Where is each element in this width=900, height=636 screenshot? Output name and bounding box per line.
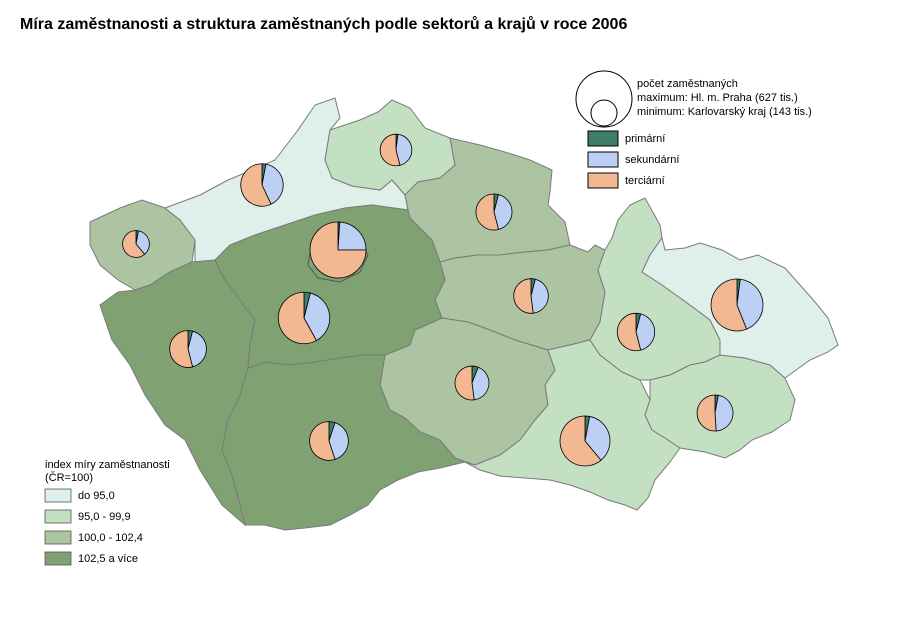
pie-slice-secondary [261, 163, 284, 205]
pie-slice-secondary [303, 292, 331, 342]
pie-charts-layer [122, 133, 764, 467]
region-plzensky [99, 259, 256, 527]
sector-label-tertiary: terciární [625, 175, 665, 187]
pie-ustecky-kraj [240, 163, 284, 207]
pie-slice-tertiary [277, 291, 317, 345]
size-legend-max-circle [575, 70, 633, 128]
pie-slice-tertiary [454, 365, 475, 401]
index-label-2: 100,0 - 102,4 [78, 532, 143, 544]
size-legend-heading: počet zaměstnaných [637, 78, 738, 90]
size-legend: počet zaměstnaných maximum: Hl. m. Praha… [575, 70, 812, 128]
pie-liberecky-kraj [379, 133, 413, 167]
size-legend-max-text: maximum: Hl. m. Praha (627 tis.) [637, 92, 798, 104]
sector-label-secondary: sekundární [625, 154, 679, 166]
index-legend-title: index míry zaměstnanosti [45, 459, 170, 471]
pie-hl-m-praha [309, 221, 367, 279]
pie-kralovehradecky-kraj [475, 193, 513, 231]
map-title: Míra zaměstnanosti a struktura zaměstnan… [20, 16, 628, 33]
pie-slice-tertiary [379, 133, 401, 167]
size-legend-min-circle [590, 99, 618, 127]
pie-slice-tertiary [616, 312, 642, 352]
pie-slice-secondary [493, 194, 513, 230]
pie-slice-secondary [337, 221, 367, 251]
index-swatch-0 [44, 488, 72, 503]
pie-kraj-vysocina [454, 365, 490, 401]
pie-jihocesky-kraj [309, 421, 349, 461]
index-label-3: 102,5 a více [78, 553, 138, 565]
pie-slice-secondary [530, 278, 549, 314]
pie-slice-secondary [635, 313, 656, 351]
pie-slice-secondary [714, 394, 734, 432]
pie-slice-tertiary [475, 193, 499, 231]
pie-slice-tertiary [309, 221, 367, 279]
pie-karlovarsky-kraj [122, 230, 150, 258]
pie-slice-tertiary [513, 278, 534, 314]
index-swatch-1 [44, 509, 72, 524]
pie-slice-tertiary [559, 415, 602, 467]
pie-moravskoslezsky-kraj [710, 278, 764, 332]
index-label-1: 95,0 - 99,9 [78, 511, 131, 523]
pie-slice-tertiary [169, 330, 194, 368]
pie-slice-tertiary [696, 394, 717, 432]
pie-jihomoravsky-kraj [559, 415, 611, 467]
sector-swatch-tertiary [587, 172, 619, 189]
pie-olomoucky-kraj [616, 312, 656, 352]
sector-swatch-primary [587, 130, 619, 147]
sector-swatch-secondary [587, 151, 619, 168]
pie-plzensky-kraj [169, 330, 207, 368]
index-legend: index míry zaměstnanosti (ČR=100) do 95,… [44, 459, 170, 566]
pie-slice-tertiary [309, 421, 336, 461]
pie-slice-secondary [187, 330, 207, 368]
index-swatch-2 [44, 530, 72, 545]
pie-slice-secondary [584, 415, 611, 461]
pie-slice-tertiary [122, 230, 146, 258]
index-swatch-3 [44, 551, 72, 566]
pie-slice-secondary [395, 133, 413, 166]
pie-pardubicky-kraj [513, 278, 549, 314]
index-label-0: do 95,0 [78, 490, 115, 502]
pie-slice-secondary [736, 278, 764, 330]
pie-slice-secondary [135, 230, 150, 255]
pie-zlinsky-kraj [696, 394, 734, 432]
pie-slice-tertiary [710, 278, 748, 332]
pie-slice-tertiary [240, 163, 272, 207]
pie-slice-secondary [471, 366, 490, 401]
size-legend-min-text: minimum: Karlovarský kraj (143 tis.) [637, 106, 812, 118]
sector-legend: primární sekundární terciární [587, 130, 679, 189]
pie-slice-secondary [328, 422, 349, 460]
pie-stredocesky-kraj [277, 291, 331, 345]
index-legend-subtitle: (ČR=100) [45, 471, 93, 484]
sector-label-primary: primární [625, 133, 665, 145]
region-stredocesky [214, 204, 446, 369]
